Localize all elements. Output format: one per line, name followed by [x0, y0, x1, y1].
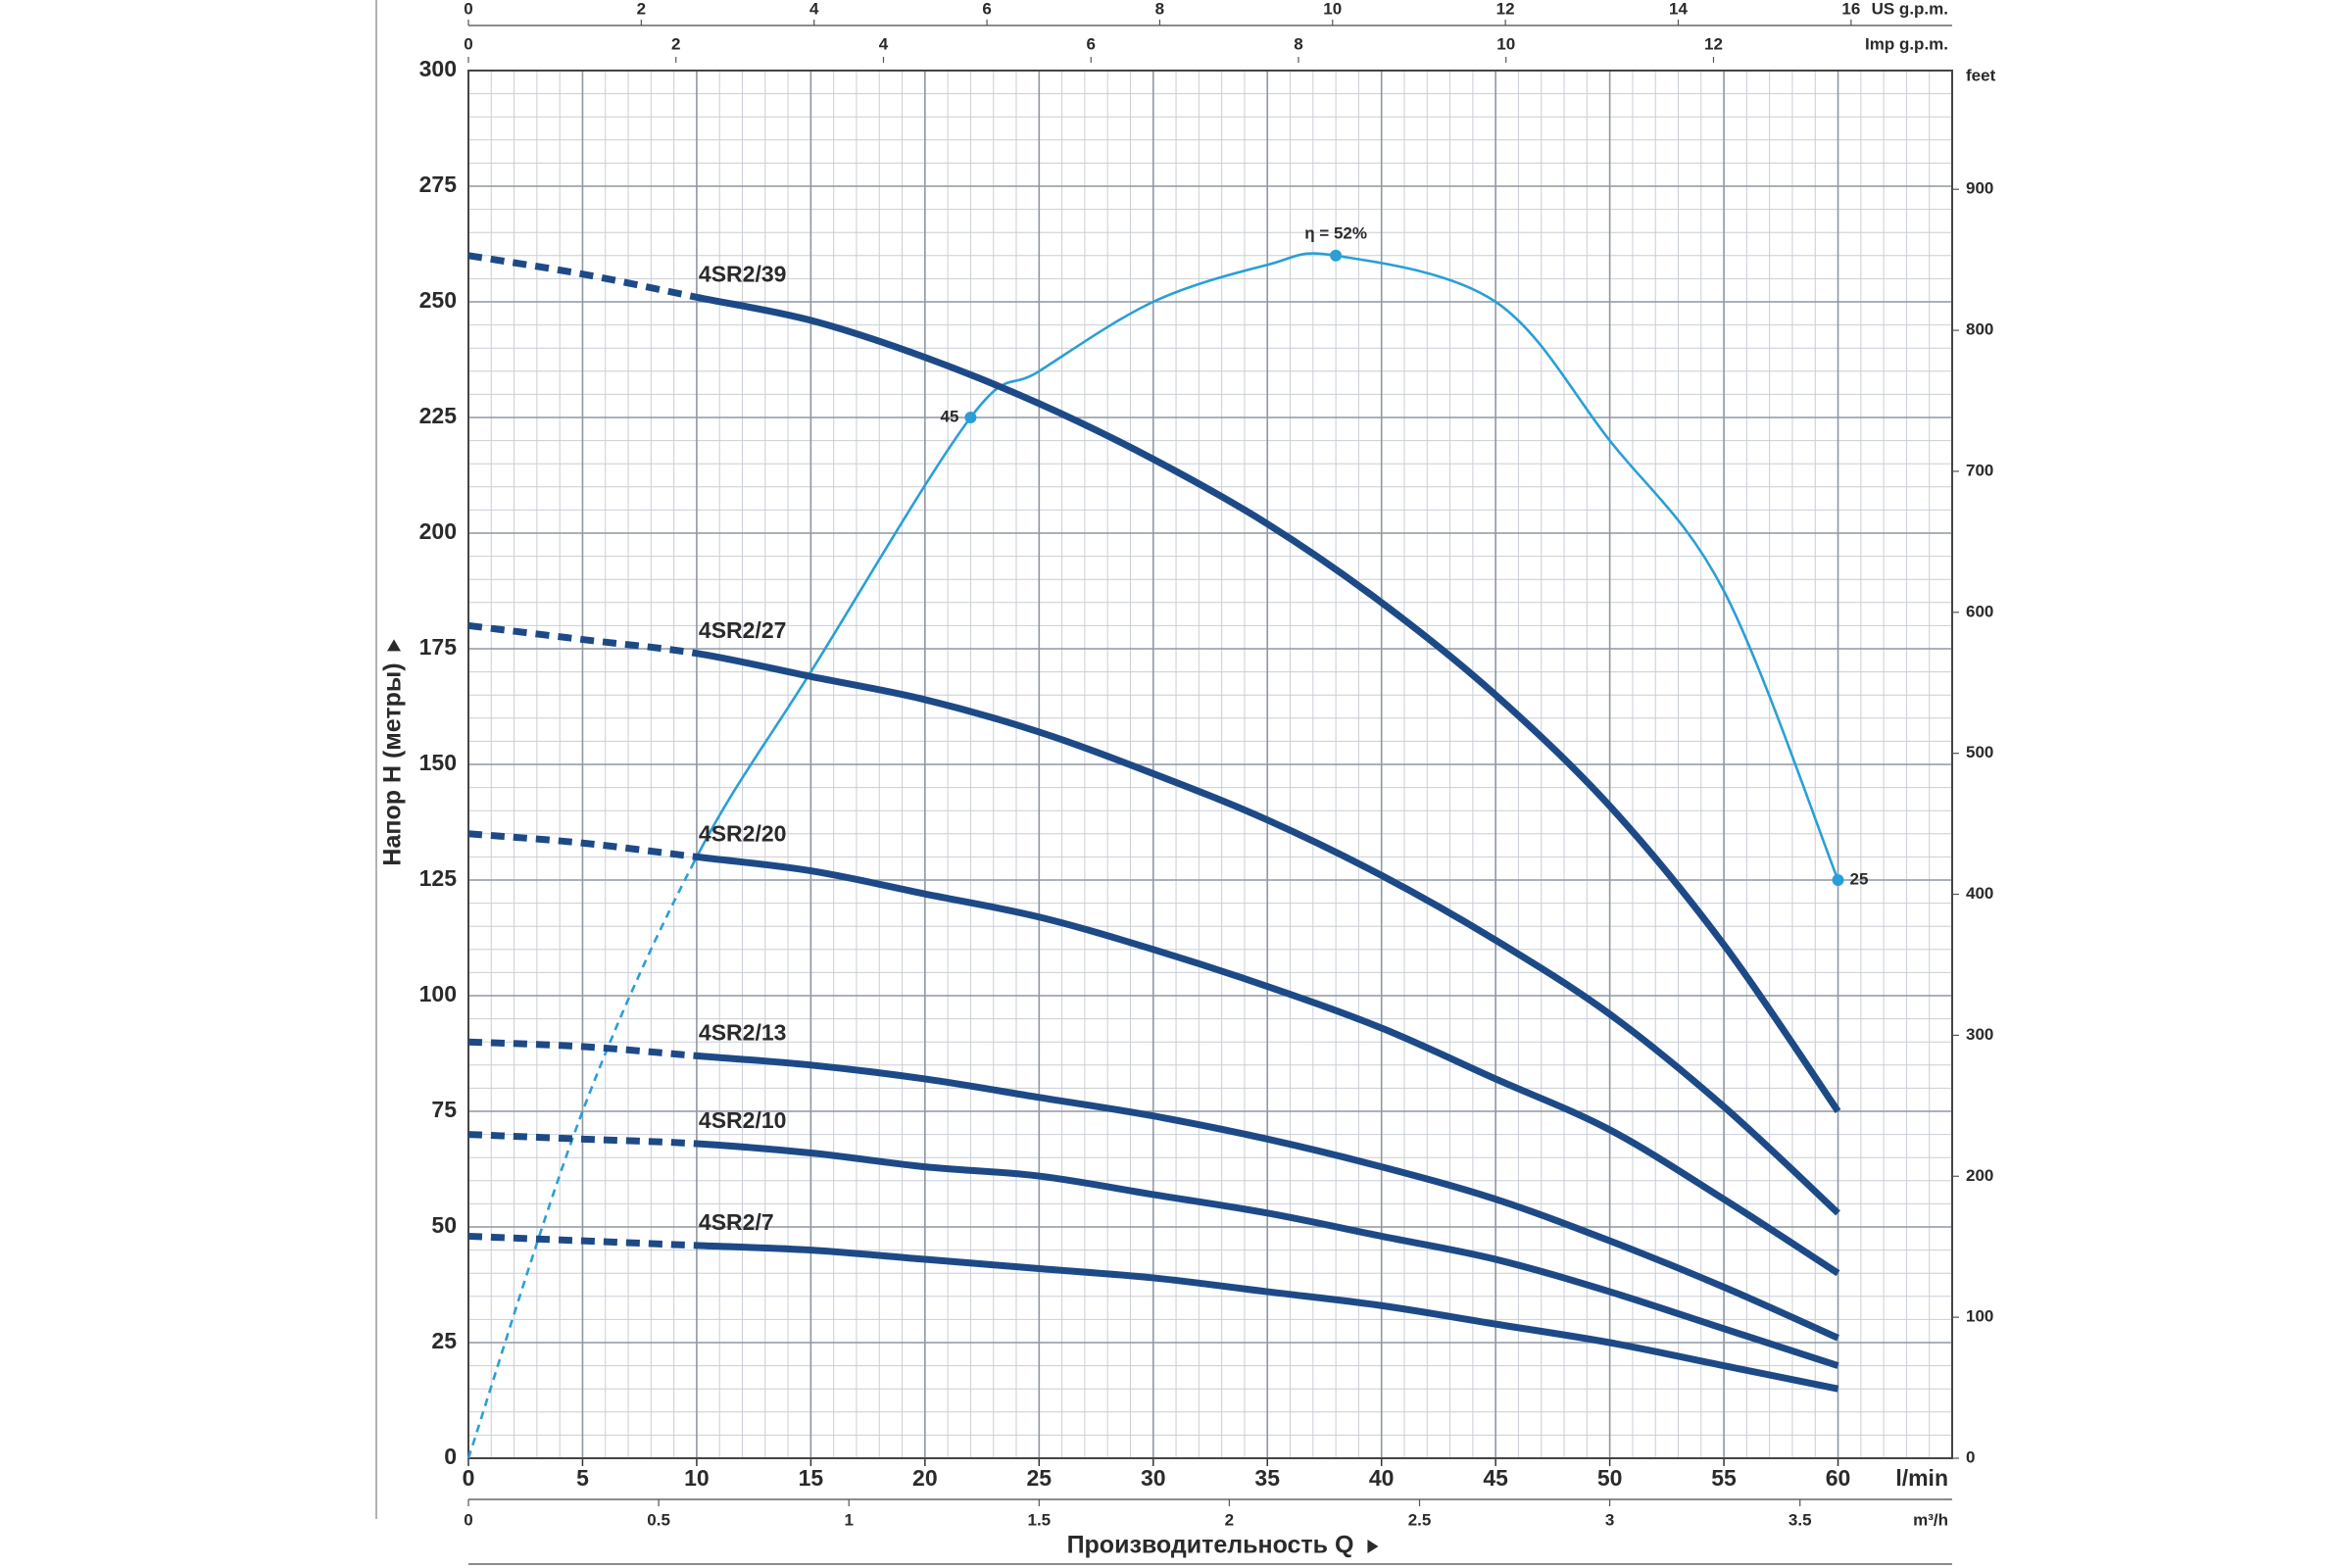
curve-label: 4SR2/13 [699, 1019, 787, 1045]
x-tick-label: 5 [576, 1465, 589, 1491]
y-tick-label: 100 [419, 981, 457, 1006]
efficiency-point [1330, 249, 1343, 262]
y-tick-label: 125 [419, 865, 458, 891]
bottom-tick-label: 1 [844, 1510, 853, 1529]
x-tick-label: 10 [684, 1465, 710, 1491]
y-tick-label: 175 [419, 634, 458, 660]
x-tick-label: 55 [1711, 1465, 1737, 1491]
pump-curve [467, 621, 1840, 1216]
x-tick-label: 50 [1597, 1465, 1623, 1491]
bottom-tick-label: 2.5 [1408, 1510, 1432, 1529]
y-tick-label: 25 [431, 1328, 457, 1353]
curve-label: 4SR2/7 [699, 1209, 774, 1235]
top-us-tick-label: 10 [1323, 0, 1342, 18]
right-tick-label: 100 [1966, 1307, 1993, 1326]
top-imp-tick-label: 4 [879, 34, 889, 53]
y-axis-arrow [387, 639, 401, 652]
curve-label: 4SR2/39 [699, 261, 787, 286]
pump-curve [467, 1038, 1839, 1342]
pump-curve [467, 1131, 1839, 1369]
right-tick-label: 500 [1966, 743, 1993, 761]
top-us-tick-label: 12 [1496, 0, 1515, 18]
top-us-tick-label: 8 [1155, 0, 1164, 18]
y-tick-label: 275 [419, 172, 458, 197]
x-axis-title: Производительность Q [1067, 1532, 1354, 1559]
x-tick-label: 15 [799, 1465, 824, 1491]
top-us-unit: US g.p.m. [1872, 0, 1948, 18]
y-tick-label: 75 [431, 1097, 457, 1122]
y-axis-title: Напор H (метры) [379, 662, 407, 865]
top-imp-unit: Imp g.p.m. [1865, 34, 1948, 53]
bottom-tick-label: 0 [464, 1510, 472, 1529]
top-imp-tick-label: 0 [464, 34, 472, 53]
right-unit: feet [1966, 66, 1996, 84]
top-imp-tick-label: 2 [671, 34, 680, 53]
top-imp-tick-label: 12 [1704, 34, 1723, 53]
right-tick-label: 400 [1966, 884, 1993, 903]
efficiency-point [1832, 874, 1844, 886]
right-tick-label: 0 [1966, 1447, 1975, 1466]
y-tick-label: 200 [419, 518, 457, 544]
efficiency-label: 25 [1850, 869, 1869, 888]
curve-label: 4SR2/27 [699, 617, 787, 643]
pump-curve [467, 252, 1841, 1113]
top-imp-tick-label: 6 [1087, 34, 1096, 53]
y-tick-label: 300 [419, 56, 457, 81]
y-tick-label: 0 [444, 1444, 457, 1469]
x-tick-label: 60 [1826, 1465, 1851, 1491]
efficiency-line [466, 252, 1839, 1459]
top-us-tick-label: 0 [464, 0, 472, 18]
top-us-tick-label: 6 [982, 0, 991, 18]
y-tick-label: 225 [419, 403, 458, 428]
x-tick-label: 30 [1141, 1465, 1166, 1491]
right-tick-label: 700 [1966, 461, 1993, 479]
top-us-tick-label: 4 [809, 0, 819, 18]
top-imp-tick-label: 8 [1294, 34, 1302, 53]
right-tick-label: 900 [1966, 179, 1993, 198]
top-us-tick-label: 16 [1841, 0, 1860, 18]
x-tick-label: 0 [463, 1465, 475, 1491]
x-tick-label: 35 [1254, 1465, 1280, 1491]
top-imp-tick-label: 10 [1496, 34, 1515, 53]
curve-label: 4SR2/10 [699, 1107, 787, 1133]
curve-label: 4SR2/20 [699, 820, 787, 846]
efficiency-label: η = 52% [1304, 223, 1367, 242]
y-tick-label: 50 [431, 1212, 457, 1238]
right-tick-label: 200 [1966, 1166, 1993, 1185]
right-tick-label: 600 [1966, 602, 1993, 620]
bottom-tick-label: 1.5 [1027, 1510, 1051, 1529]
y-tick-label: 250 [419, 287, 457, 313]
bottom-tick-label: 2 [1225, 1510, 1234, 1529]
x-tick-label: 20 [912, 1465, 938, 1491]
x-tick-label: 40 [1369, 1465, 1395, 1491]
right-tick-label: 300 [1966, 1025, 1993, 1044]
bottom-unit: m³/h [1913, 1510, 1948, 1529]
x-axis-arrow [1367, 1540, 1379, 1553]
efficiency-point [964, 412, 977, 423]
right-tick-label: 800 [1966, 320, 1993, 339]
x-tick-label: 25 [1027, 1465, 1053, 1491]
top-us-tick-label: 14 [1669, 0, 1688, 18]
pump-curve [467, 830, 1840, 1277]
x-tick-label: 45 [1483, 1465, 1508, 1491]
plot-frame [467, 70, 1953, 1459]
x-axis-unit: l/min [1895, 1465, 1948, 1491]
y-tick-label: 150 [419, 750, 457, 775]
bottom-tick-label: 3 [1605, 1510, 1614, 1529]
bottom-tick-label: 0.5 [647, 1510, 670, 1529]
pump-curve [467, 1232, 1839, 1393]
top-us-tick-label: 2 [637, 0, 646, 18]
bottom-tick-label: 3.5 [1788, 1510, 1812, 1529]
efficiency-label: 45 [941, 407, 959, 425]
